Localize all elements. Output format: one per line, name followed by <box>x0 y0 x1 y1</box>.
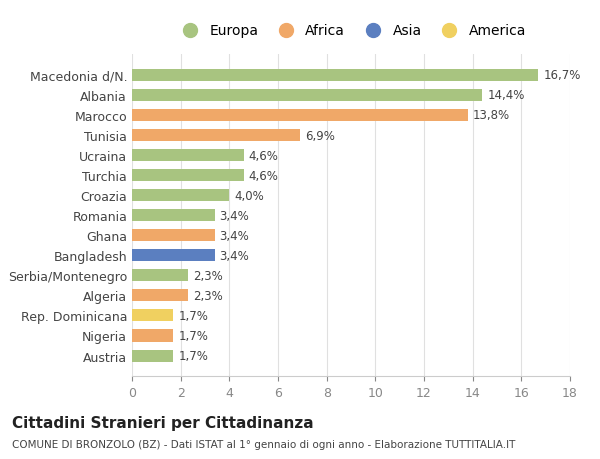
Bar <box>132 130 300 142</box>
Text: 1,7%: 1,7% <box>178 329 208 342</box>
Text: Cittadini Stranieri per Cittadinanza: Cittadini Stranieri per Cittadinanza <box>12 415 314 430</box>
Bar <box>132 110 468 122</box>
Text: 3,4%: 3,4% <box>220 249 250 262</box>
Text: 2,3%: 2,3% <box>193 289 223 302</box>
Text: 14,4%: 14,4% <box>487 89 524 102</box>
Bar <box>132 350 173 362</box>
Bar <box>132 270 188 282</box>
Bar <box>132 70 538 82</box>
Text: 16,7%: 16,7% <box>543 69 581 82</box>
Bar <box>132 190 229 202</box>
Bar <box>132 250 215 262</box>
Text: 6,9%: 6,9% <box>305 129 335 142</box>
Text: 3,4%: 3,4% <box>220 229 250 242</box>
Bar <box>132 210 215 222</box>
Text: 13,8%: 13,8% <box>473 109 510 122</box>
Bar <box>132 150 244 162</box>
Bar <box>132 230 215 242</box>
Text: 1,7%: 1,7% <box>178 349 208 362</box>
Text: COMUNE DI BRONZOLO (BZ) - Dati ISTAT al 1° gennaio di ogni anno - Elaborazione T: COMUNE DI BRONZOLO (BZ) - Dati ISTAT al … <box>12 440 515 449</box>
Bar <box>132 330 173 342</box>
Text: 2,3%: 2,3% <box>193 269 223 282</box>
Bar <box>132 310 173 322</box>
Legend: Europa, Africa, Asia, America: Europa, Africa, Asia, America <box>172 20 530 43</box>
Text: 4,6%: 4,6% <box>249 149 278 162</box>
Text: 4,6%: 4,6% <box>249 169 278 182</box>
Text: 1,7%: 1,7% <box>178 309 208 322</box>
Bar <box>132 290 188 302</box>
Bar <box>132 90 482 102</box>
Text: 3,4%: 3,4% <box>220 209 250 222</box>
Bar <box>132 170 244 182</box>
Text: 4,0%: 4,0% <box>234 189 264 202</box>
